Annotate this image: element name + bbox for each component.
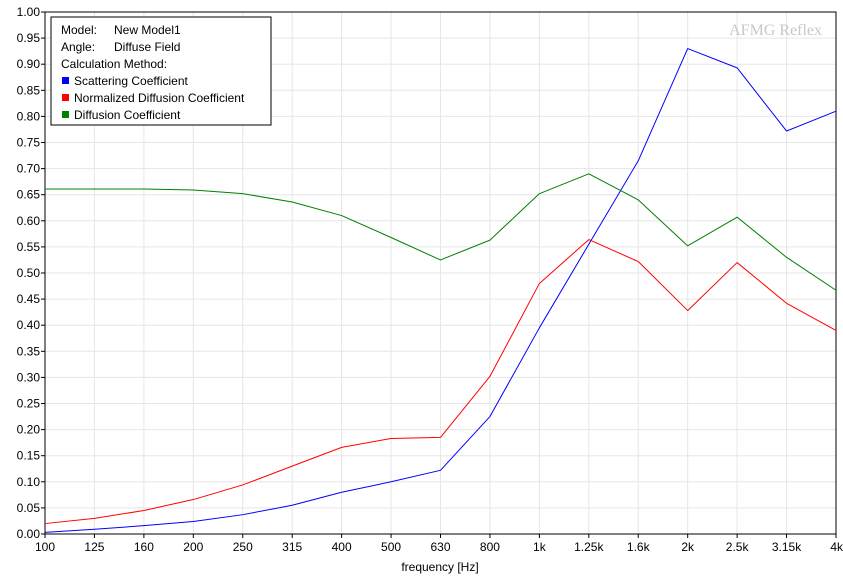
x-tick-label: 200 <box>183 540 203 554</box>
x-tick-label: 160 <box>134 540 154 554</box>
series-line-scattering-coefficient <box>44 48 837 533</box>
x-tick-label: 800 <box>480 540 500 554</box>
legend-swatch-normalized-diffusion-coefficient <box>62 94 69 101</box>
x-tick-label: 315 <box>282 540 302 554</box>
x-tick-label: 3.15k <box>772 540 802 554</box>
y-tick-label: 0.75 <box>17 136 41 150</box>
legend-swatch-diffusion-coefficient <box>62 111 69 118</box>
y-tick-label: 0.90 <box>17 57 41 71</box>
y-tick-label: 0.05 <box>17 501 41 515</box>
y-tick-label: 1.00 <box>17 5 41 19</box>
x-tick-label: 4k <box>830 540 843 554</box>
y-tick-label: 0.15 <box>17 449 41 463</box>
x-tick-label: 250 <box>233 540 253 554</box>
x-tick-label: 1k <box>533 540 547 554</box>
grid-lines <box>45 12 836 534</box>
y-tick-label: 0.65 <box>17 188 41 202</box>
y-tick-label: 0.95 <box>17 31 41 45</box>
x-tick-label: 400 <box>332 540 352 554</box>
x-tick-label: 500 <box>381 540 401 554</box>
y-tick-label: 0.60 <box>17 214 41 228</box>
x-tick-label: 1.25k <box>574 540 604 554</box>
x-tick-label: 2k <box>681 540 695 554</box>
legend-angle-label: Angle: <box>61 40 95 54</box>
y-tick-label: 0.30 <box>17 370 41 384</box>
y-axis: 0.00 0.05 0.10 0.15 0.20 0.25 0.30 0.35 0.40 0.45… <box>17 5 45 541</box>
y-tick-label: 0.80 <box>17 109 41 123</box>
series-line-diffusion-coefficient <box>45 173 837 291</box>
legend-box <box>50 16 272 126</box>
y-tick-label: 0.45 <box>17 292 41 306</box>
y-tick-label: 0.20 <box>17 423 41 437</box>
x-tick-label: 1.6k <box>627 540 651 554</box>
y-tick-label: 0.55 <box>17 240 41 254</box>
legend-entry-scattering-coefficient: Scattering Coefficient <box>74 74 189 88</box>
watermark-logo: AFMG Reflex <box>729 22 822 39</box>
y-tick-label: 0.50 <box>17 266 41 280</box>
series-layer <box>44 48 837 533</box>
legend-entries: Scattering Coefficient Normalized Diffusi… <box>62 74 245 122</box>
legend-angle-value: Diffuse Field <box>114 40 180 54</box>
x-axis: 100 125 160 200 250 315 400 500 630 800 1k 1.25k 1.6… <box>35 534 843 554</box>
legend-method-label: Calculation Method: <box>61 57 167 71</box>
y-tick-label: 0.70 <box>17 162 41 176</box>
y-tick-label: 0.85 <box>17 83 41 97</box>
series-line-normalized-diffusion-coefficient <box>44 239 837 525</box>
legend-entry-diffusion-coefficient: Diffusion Coefficient <box>74 108 181 122</box>
legend: Model: New Model1 Angle: Diffuse Field C… <box>50 16 272 126</box>
x-axis-title: frequency [Hz] <box>401 560 478 574</box>
y-tick-label: 0.40 <box>17 318 41 332</box>
y-tick-label: 0.00 <box>17 527 41 541</box>
legend-model-label: Model: <box>61 23 97 37</box>
legend-swatch-scattering-coefficient <box>62 77 69 84</box>
x-tick-label: 125 <box>84 540 104 554</box>
y-tick-label: 0.35 <box>17 344 41 358</box>
x-tick-label: 100 <box>35 540 55 554</box>
x-tick-label: 630 <box>430 540 450 554</box>
y-tick-label: 0.10 <box>17 475 41 489</box>
legend-entry-normalized-diffusion-coefficient: Normalized Diffusion Coefficient <box>74 91 245 105</box>
legend-model-value: New Model1 <box>114 23 181 37</box>
y-tick-label: 0.25 <box>17 397 41 411</box>
x-tick-label: 2.5k <box>726 540 750 554</box>
